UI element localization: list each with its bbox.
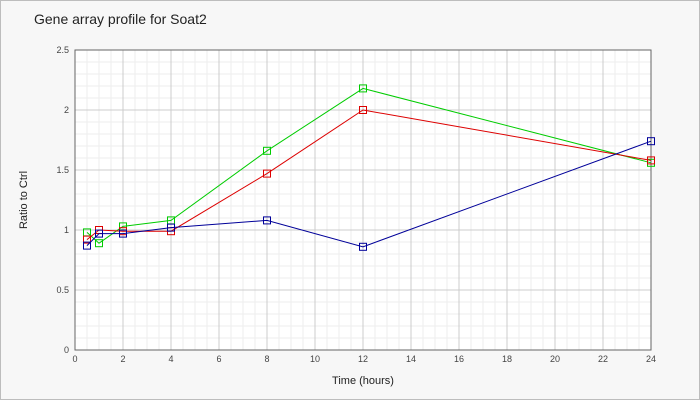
x-tick-label: 18 — [502, 354, 512, 364]
y-tick-label: 0.5 — [56, 285, 69, 295]
x-tick-label: 24 — [646, 354, 656, 364]
data-point-marker — [95, 229, 103, 238]
x-tick-label: 4 — [168, 354, 173, 364]
plot-border — [74, 49, 652, 351]
data-point-marker — [119, 229, 127, 238]
x-tick-label: 16 — [454, 354, 464, 364]
y-axis-label: Ratio to Ctrl — [18, 171, 30, 229]
x-tick-labels: 0 2 4 6 8 10 12 14 16 18 20 22 24 — [72, 354, 656, 364]
series-line — [86, 140, 652, 248]
data-point-marker — [263, 169, 271, 178]
series-layer — [83, 84, 655, 251]
x-tick-label: 14 — [406, 354, 416, 364]
data-point-marker — [83, 241, 91, 250]
data-point-marker — [167, 223, 175, 232]
x-tick-label: 10 — [310, 354, 320, 364]
x-tick-label: 22 — [598, 354, 608, 364]
chart-title: Gene array profile for Soat2 — [34, 11, 207, 27]
data-point-marker — [95, 239, 103, 248]
data-point-marker — [359, 84, 367, 93]
x-tick-label: 0 — [72, 354, 77, 364]
data-point-marker — [359, 242, 367, 251]
y-tick-label: 2.5 — [56, 45, 69, 55]
x-axis-label: Time (hours) — [332, 375, 394, 387]
x-tick-label: 6 — [216, 354, 221, 364]
series-2 — [83, 137, 655, 251]
data-point-marker — [83, 235, 91, 244]
series-line — [86, 87, 652, 244]
x-tick-label: 20 — [550, 354, 560, 364]
x-tick-label: 8 — [264, 354, 269, 364]
x-tick-label: 12 — [358, 354, 368, 364]
data-point-marker — [263, 146, 271, 155]
y-tick-label: 1.5 — [56, 165, 69, 175]
y-tick-label: 2 — [64, 105, 69, 115]
x-tick-label: 2 — [120, 354, 125, 364]
data-point-marker — [359, 106, 367, 114]
y-tick-label: 0 — [64, 345, 69, 355]
data-point-marker — [647, 137, 655, 146]
data-point-marker — [263, 216, 271, 225]
y-tick-labels: 0 0.5 1 1.5 2 2.5 — [56, 45, 69, 355]
data-point-marker — [647, 156, 655, 165]
series-0 — [83, 84, 655, 248]
y-tick-label: 1 — [64, 225, 69, 235]
